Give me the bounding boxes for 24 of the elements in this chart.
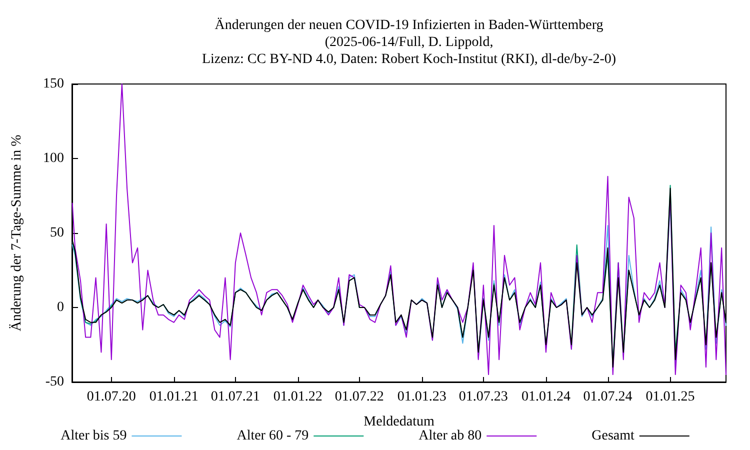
x-tick-label: 01.01.24: [521, 390, 570, 404]
x-axis-title: Meldedatum: [364, 414, 434, 430]
x-tick-label: 01.07.23: [458, 390, 508, 404]
x-tick-label: 01.01.22: [273, 390, 322, 404]
y-tick-label: 50: [50, 226, 64, 240]
legend-label: Alter 60 - 79: [236, 428, 309, 444]
y-tick-label: 0: [57, 300, 64, 315]
chart-subtitle: (2025-06-14/Full, D. Lippold, Lizenz: CC BY-ND 4.0, Daten: Robert Koch-Institut (RKI), dl-de/by-2-0): [202, 35, 616, 67]
legend-label: Alter bis 59: [60, 428, 127, 444]
y-tick-label: 100: [43, 151, 64, 166]
chart-title: Änderungen der neuen COVID-19 Infizierten in Baden-Württemberg: [214, 17, 604, 33]
y-tick-label: 150: [43, 76, 64, 92]
x-tick-label: 01.01.23: [397, 390, 446, 404]
y-tick-label: -50: [45, 374, 64, 390]
x-tick-label: 01.01.21: [149, 390, 198, 404]
line-series: [72, 84, 726, 376]
x-tick-label: 01.07.21: [210, 390, 260, 404]
x-tick-label: 01.01.25: [646, 390, 695, 404]
x-tick-label: 01.07.20: [86, 390, 136, 404]
x-tick-label: 01.07.24: [583, 390, 632, 404]
legend-label: Gesamt: [592, 428, 634, 444]
y-axis-title: Änderung der 7-Tage-Summe in %: [8, 134, 24, 332]
legend-label: Alter ab 80: [418, 428, 482, 444]
x-tick-label: 01.07.22: [334, 390, 384, 404]
